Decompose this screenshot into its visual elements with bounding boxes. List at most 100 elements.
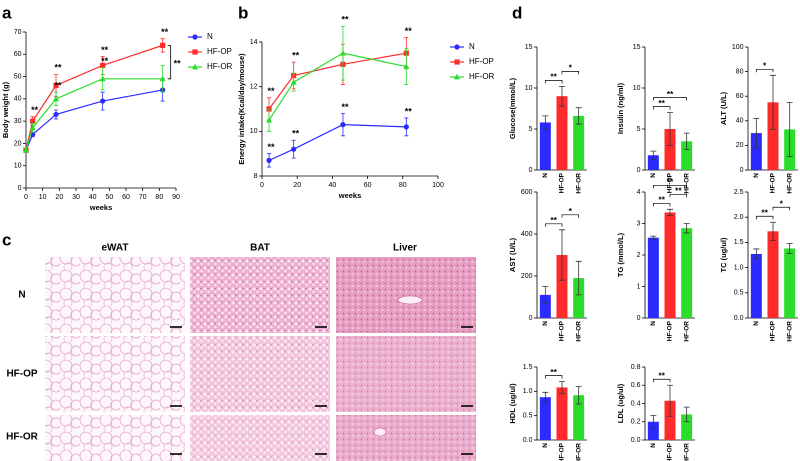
y-tick-label: 0 — [529, 167, 533, 174]
bracket — [167, 44, 172, 80]
vessel — [397, 295, 423, 305]
annotation: ** — [31, 105, 39, 115]
x-tick-label: 60 — [364, 182, 372, 189]
series-line — [268, 52, 407, 110]
histology-image — [336, 336, 476, 412]
histology-image — [45, 257, 185, 333]
y-axis-label: Body weight (g) — [1, 81, 10, 138]
x-tick-label: 20 — [55, 194, 63, 201]
x-tick-label: HF-OR — [683, 321, 690, 342]
series-line — [268, 52, 407, 121]
legend-label: HF-OR — [207, 62, 233, 71]
y-axis-label: ALT (U/L) — [719, 91, 728, 125]
x-tick-label: HF-OR — [786, 321, 793, 342]
bar — [539, 294, 551, 318]
bar — [681, 414, 693, 440]
column-label: eWAT — [101, 243, 128, 254]
x-tick-label: HF-OP — [770, 320, 777, 341]
x-tick-label: 0 — [24, 194, 28, 201]
y-tick-label: 10 — [250, 128, 258, 135]
x-tick-label: N — [650, 443, 657, 448]
x-tick-label: 90 — [172, 194, 180, 201]
y-tick-label: 10 — [525, 85, 533, 92]
marker — [29, 124, 36, 131]
y-tick-label: 1.5 — [734, 239, 744, 246]
legend-label: HF-OR — [469, 72, 495, 81]
annotation: ** — [174, 58, 182, 68]
marker — [192, 63, 198, 70]
error-bar — [650, 414, 657, 429]
x-tick-label: HF-OR — [575, 321, 582, 342]
marker — [291, 146, 297, 152]
histology-image — [190, 336, 330, 412]
y-tick-label: 2 — [637, 252, 641, 259]
series-line — [25, 44, 163, 151]
y-axis-label: Energy intake(Kcal/day/mouse) — [237, 53, 246, 165]
row-label: HF-OR — [6, 432, 38, 443]
bar — [750, 133, 762, 170]
scale-bars — [170, 326, 473, 455]
marker — [340, 122, 346, 128]
bracket — [652, 378, 671, 383]
y-tick-label: 0 — [740, 167, 744, 174]
error-bar — [650, 235, 657, 240]
error-bar — [770, 74, 776, 130]
y-tick-label: 60 — [736, 93, 744, 100]
marker — [159, 75, 166, 82]
error-bar — [667, 384, 673, 417]
significance: ** — [658, 98, 665, 108]
bar — [664, 400, 676, 440]
bar — [573, 395, 585, 440]
annotation: ** — [268, 86, 276, 96]
x-tick-label: HF-OP — [667, 172, 674, 193]
annotation: ** — [292, 129, 300, 139]
y-tick-label: 10 — [633, 85, 641, 92]
significance: ** — [761, 207, 768, 217]
marker — [53, 82, 59, 89]
y-tick-label: 2.5 — [734, 189, 744, 196]
bar — [539, 122, 551, 170]
y-tick-label: 15 — [525, 44, 533, 51]
y-tick-label: 0 — [637, 167, 641, 174]
column-label: Liver — [393, 243, 417, 254]
y-tick-label: 0.5 — [734, 290, 744, 297]
y-tick-label: 100 — [732, 44, 744, 51]
legend-label: HF-OP — [469, 57, 494, 66]
y-tick-label: 1.5 — [523, 364, 533, 371]
error-bar — [683, 223, 690, 234]
x-tick-label: 20 — [293, 182, 301, 189]
error-bar — [683, 406, 690, 423]
significance: ** — [658, 371, 665, 381]
bar — [573, 278, 585, 318]
bracket — [772, 206, 791, 211]
marker — [192, 34, 198, 40]
bracket — [561, 71, 580, 75]
y-tick-label: 40 — [736, 118, 744, 125]
panel-letter: c — [2, 230, 11, 249]
y-tick-label: 1.0 — [734, 264, 744, 271]
error-bar — [667, 112, 673, 146]
error-bar — [559, 229, 565, 281]
bar — [556, 255, 568, 318]
significance: ** — [550, 72, 557, 82]
x-tick-label: HF-OP — [559, 320, 566, 341]
x-axis-label: weeks — [89, 203, 113, 212]
marker — [53, 95, 59, 102]
marker — [266, 116, 273, 123]
marker — [403, 63, 410, 69]
error-bar — [786, 243, 793, 254]
y-tick-label: 0.4 — [631, 400, 641, 407]
x-tick-label: 10 — [39, 194, 47, 201]
significance: ** — [658, 195, 665, 205]
bar — [664, 129, 676, 170]
marker — [454, 44, 460, 50]
bar — [647, 421, 659, 440]
y-axis-label: HDL (ug/ul) — [508, 383, 517, 424]
bracket — [561, 214, 580, 218]
x-tick-label: HF-OR — [575, 443, 582, 461]
annotation: ** — [101, 45, 109, 55]
x-tick-label: HF-OR — [683, 443, 690, 461]
bar — [556, 387, 568, 440]
error-bar — [542, 391, 549, 403]
x-tick-label: HF-OP — [559, 442, 566, 461]
